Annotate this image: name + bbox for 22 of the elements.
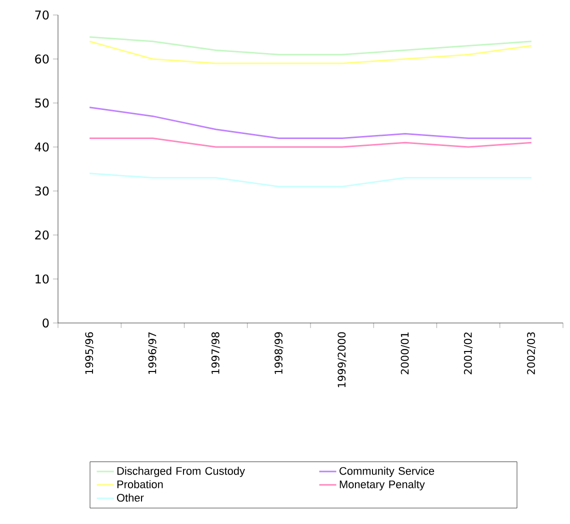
line-series: [88, 106, 532, 139]
x-tick-label: 1995/96: [85, 332, 94, 374]
x-tick-label: 1996/97: [148, 332, 158, 374]
legend-label: Monetary Penalty: [340, 480, 425, 490]
y-tick-label: 70: [35, 10, 49, 20]
x-tick-label: 1999/2000: [338, 332, 346, 388]
y-tick-label: 0: [42, 318, 49, 328]
x-tick-label: 2001/02: [464, 332, 473, 374]
x-tick-label: 2002/03: [527, 332, 536, 374]
y-tick-label: 40: [34, 142, 49, 152]
y-tick-label: 60: [35, 54, 49, 64]
x-tick-label: 2000/01: [400, 332, 410, 374]
x-tick-label: 1997/98: [211, 332, 220, 374]
legend-label: Probation: [117, 480, 163, 488]
x-tick-label: 1998/99: [274, 332, 284, 374]
y-tick-label: 10: [36, 274, 49, 284]
legend-label: Community Service: [340, 466, 434, 477]
legend-label: Other: [117, 494, 144, 502]
y-tick-label: 20: [35, 230, 49, 240]
legend-label: Discharged From Custody: [117, 466, 245, 477]
y-tick-label: 50: [35, 98, 49, 108]
y-tick-label: 30: [35, 186, 49, 196]
